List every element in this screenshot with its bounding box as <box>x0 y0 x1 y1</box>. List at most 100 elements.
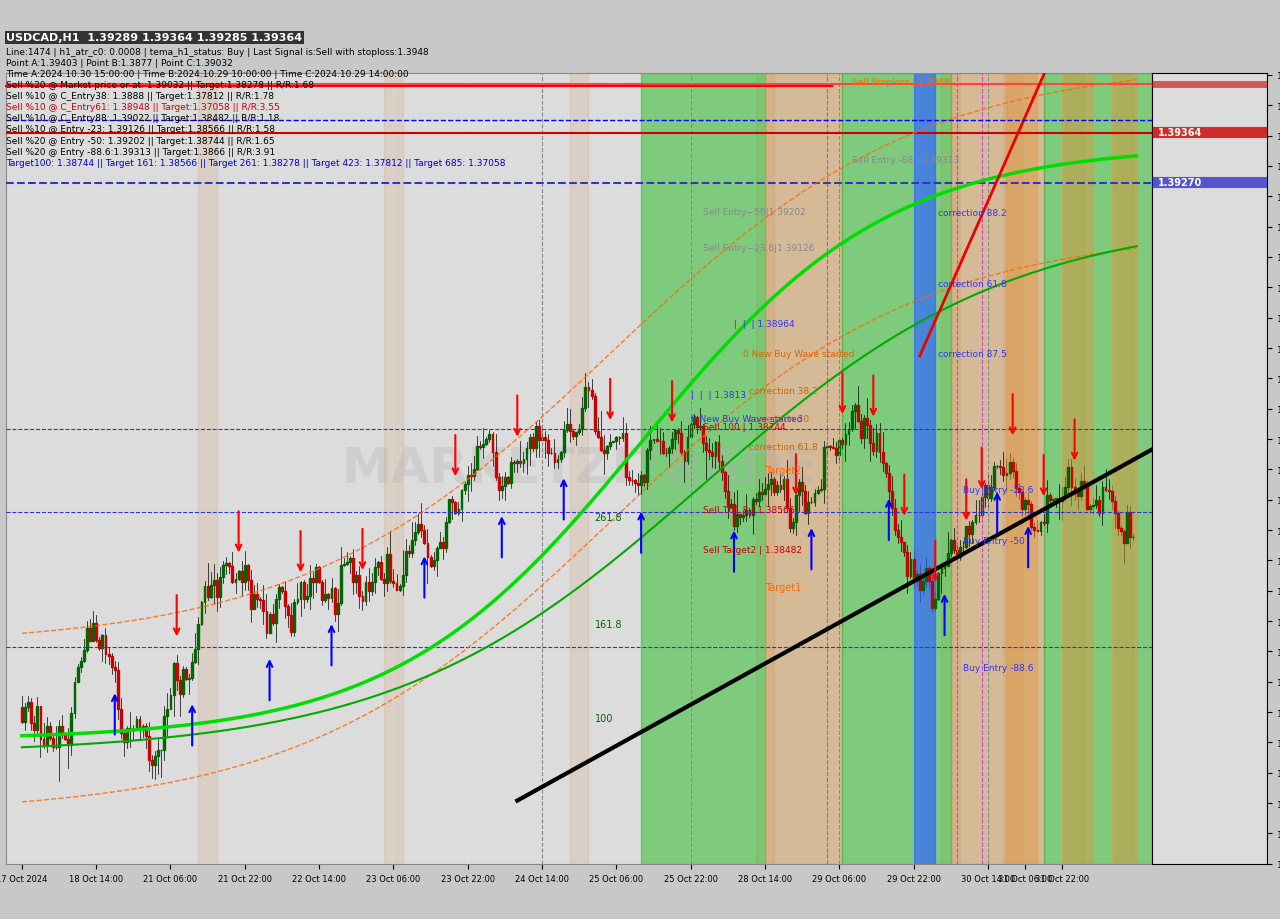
Bar <box>755 74 774 864</box>
Bar <box>914 74 936 864</box>
Bar <box>1046 495 1047 523</box>
Bar <box>851 412 852 430</box>
Bar <box>1018 489 1020 492</box>
Bar <box>841 441 844 445</box>
Bar <box>1124 532 1125 543</box>
Bar <box>817 491 818 494</box>
Bar <box>740 515 741 517</box>
Bar <box>588 387 589 391</box>
Bar <box>201 603 202 624</box>
Bar <box>749 510 750 516</box>
Bar <box>522 460 525 463</box>
Bar <box>269 615 270 633</box>
Bar <box>247 566 248 581</box>
Bar <box>262 600 264 611</box>
Bar <box>686 437 689 461</box>
Bar <box>389 554 392 581</box>
Bar <box>321 582 323 600</box>
Bar <box>24 707 26 721</box>
Text: Sell %10 @ Entry -23: 1.39126 || Target:1.38566 || R/R:1.58: Sell %10 @ Entry -23: 1.39126 || Target:… <box>6 125 275 134</box>
Bar <box>387 554 388 583</box>
Bar <box>166 709 169 716</box>
Bar <box>764 489 765 494</box>
Bar <box>297 599 298 602</box>
Bar <box>1080 482 1082 497</box>
Bar <box>829 447 831 448</box>
Bar <box>424 530 425 543</box>
Bar <box>511 463 512 483</box>
Bar <box>337 603 339 614</box>
Text: Sell 100 | 1.38744: Sell 100 | 1.38744 <box>703 423 786 431</box>
Bar <box>138 719 141 731</box>
Bar <box>195 650 196 663</box>
Bar <box>808 503 809 514</box>
Text: correction 38.2: correction 38.2 <box>750 387 818 396</box>
Bar <box>1076 493 1079 497</box>
Bar <box>287 606 289 616</box>
Bar <box>553 453 556 462</box>
Bar <box>847 430 850 435</box>
Bar <box>33 722 35 731</box>
Bar <box>1021 492 1023 509</box>
Bar <box>516 461 518 463</box>
Text: Target100: 1.38744 || Target 161: 1.38566 || Target 261: 1.38278 || Target 423: : Target100: 1.38744 || Target 161: 1.3856… <box>6 158 506 167</box>
Bar <box>334 588 335 614</box>
Bar <box>398 587 401 590</box>
Bar <box>984 486 986 497</box>
Bar <box>250 581 252 609</box>
Bar <box>90 629 91 641</box>
Bar <box>328 595 329 598</box>
Bar <box>142 726 143 731</box>
Bar <box>346 562 348 564</box>
Bar <box>1006 74 1038 864</box>
Bar <box>742 516 744 517</box>
Bar <box>198 74 216 864</box>
Bar <box>70 713 73 745</box>
Bar <box>788 508 791 528</box>
Bar <box>1039 523 1042 531</box>
Bar <box>1028 500 1029 505</box>
Bar <box>330 588 333 598</box>
Bar <box>507 478 509 483</box>
Bar <box>708 450 710 453</box>
Bar <box>430 557 431 566</box>
Bar <box>61 726 63 734</box>
Bar <box>969 527 970 535</box>
Bar <box>538 426 540 440</box>
Bar <box>646 450 648 482</box>
Text: correction 88.2: correction 88.2 <box>938 210 1007 218</box>
Bar <box>265 611 268 633</box>
Bar <box>164 716 165 750</box>
Bar <box>79 661 82 667</box>
Bar <box>58 726 60 747</box>
Bar <box>993 466 995 487</box>
Bar <box>498 478 499 491</box>
Bar <box>956 550 957 558</box>
Bar <box>526 448 527 460</box>
Bar <box>157 751 159 756</box>
Bar <box>1052 499 1053 500</box>
Bar <box>1120 528 1123 532</box>
Bar <box>1030 505 1032 528</box>
Bar <box>278 588 280 600</box>
Bar <box>1059 499 1060 501</box>
Bar <box>312 579 314 583</box>
Text: Buy Entry -23.6: Buy Entry -23.6 <box>963 485 1033 494</box>
Bar <box>105 635 106 654</box>
Bar <box>284 592 285 606</box>
Bar <box>622 434 623 438</box>
Bar <box>773 480 776 493</box>
Bar <box>1006 473 1007 475</box>
Bar <box>1015 471 1016 489</box>
Bar <box>420 524 422 530</box>
Bar <box>544 437 547 440</box>
Bar <box>913 559 914 578</box>
Bar <box>882 452 883 463</box>
Text: Sell Target2 | 1.38482: Sell Target2 | 1.38482 <box>703 545 803 554</box>
Text: Sell Entry−23.6|1.39126: Sell Entry−23.6|1.39126 <box>703 244 814 253</box>
Bar <box>302 582 305 599</box>
Bar <box>120 709 122 733</box>
Bar <box>959 547 961 558</box>
Text: 0 New Buy Wave started: 0 New Buy Wave started <box>691 415 803 424</box>
Text: |  |  | 1.3813: | | | 1.3813 <box>691 391 746 399</box>
